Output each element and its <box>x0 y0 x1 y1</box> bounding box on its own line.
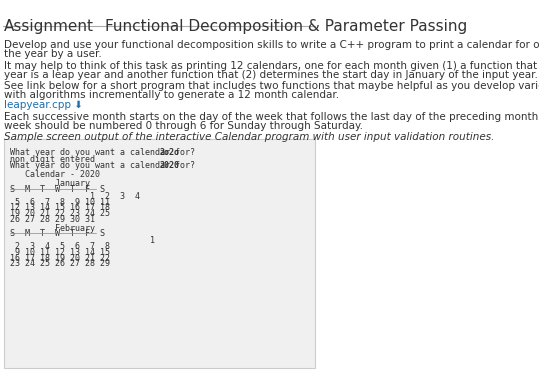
Text: Assignment: Assignment <box>4 19 94 34</box>
Text: Each successive month starts on the day of the week that follows the last day of: Each successive month starts on the day … <box>4 112 539 122</box>
Text: It may help to think of this task as printing 12 calendars, one for each month g: It may help to think of this task as pri… <box>4 61 539 71</box>
Text: 1  2  3  4: 1 2 3 4 <box>10 192 140 201</box>
Text: 2o2o: 2o2o <box>160 148 179 157</box>
Text: S  M  T  W  T  F  S: S M T W T F S <box>10 185 105 194</box>
Text: leapyear.cpp ⬇: leapyear.cpp ⬇ <box>4 100 83 110</box>
Text: year is a leap year and another function that (2) determines the start day in Ja: year is a leap year and another function… <box>4 70 538 80</box>
Text: 19 20 21 22 23 24 25: 19 20 21 22 23 24 25 <box>10 209 109 218</box>
Text: Functional Decomposition & Parameter Passing: Functional Decomposition & Parameter Pas… <box>105 19 467 34</box>
Text: See link below for a short program that includes two functions that maybe helpfu: See link below for a short program that … <box>4 81 539 91</box>
Text: Develop and use your functional decomposition skills to write a C++ program to p: Develop and use your functional decompos… <box>4 40 539 50</box>
Text: Sample screen output of the interactive Calendar program with user input validat: Sample screen output of the interactive … <box>4 132 494 142</box>
Text: January: January <box>10 179 89 188</box>
Text: Calendar - 2020: Calendar - 2020 <box>10 170 100 179</box>
Text: What year do you want a calendar for?: What year do you want a calendar for? <box>10 148 199 157</box>
Text: 2  3  4  5  6  7  8: 2 3 4 5 6 7 8 <box>10 242 109 251</box>
Text: week should be numbered 0 through 6 for Sunday through Saturday.: week should be numbered 0 through 6 for … <box>4 121 363 131</box>
Text: 12 13 14 15 16 17 18: 12 13 14 15 16 17 18 <box>10 203 109 212</box>
Text: What year do you want a calendar for?: What year do you want a calendar for? <box>10 161 199 170</box>
Text: the year by a user.: the year by a user. <box>4 49 102 59</box>
Text: S  M  T  W  T  F  S: S M T W T F S <box>10 229 105 238</box>
Text: 5  6  7  8  9 10 11: 5 6 7 8 9 10 11 <box>10 198 109 206</box>
Text: with algorithms incrementally to generate a 12 month calendar.: with algorithms incrementally to generat… <box>4 90 339 100</box>
Text: February: February <box>10 224 94 233</box>
Text: 1: 1 <box>10 236 155 245</box>
Text: non digit entered: non digit entered <box>10 155 94 164</box>
Text: 9 10 11 12 13 14 15: 9 10 11 12 13 14 15 <box>10 248 109 257</box>
FancyBboxPatch shape <box>4 139 315 368</box>
Text: 2020: 2020 <box>160 161 179 170</box>
Text: 23 24 25 26 27 28 29: 23 24 25 26 27 28 29 <box>10 259 109 268</box>
Text: 26 27 28 29 30 31: 26 27 28 29 30 31 <box>10 215 94 224</box>
Text: 16 17 18 19 20 21 22: 16 17 18 19 20 21 22 <box>10 254 109 263</box>
